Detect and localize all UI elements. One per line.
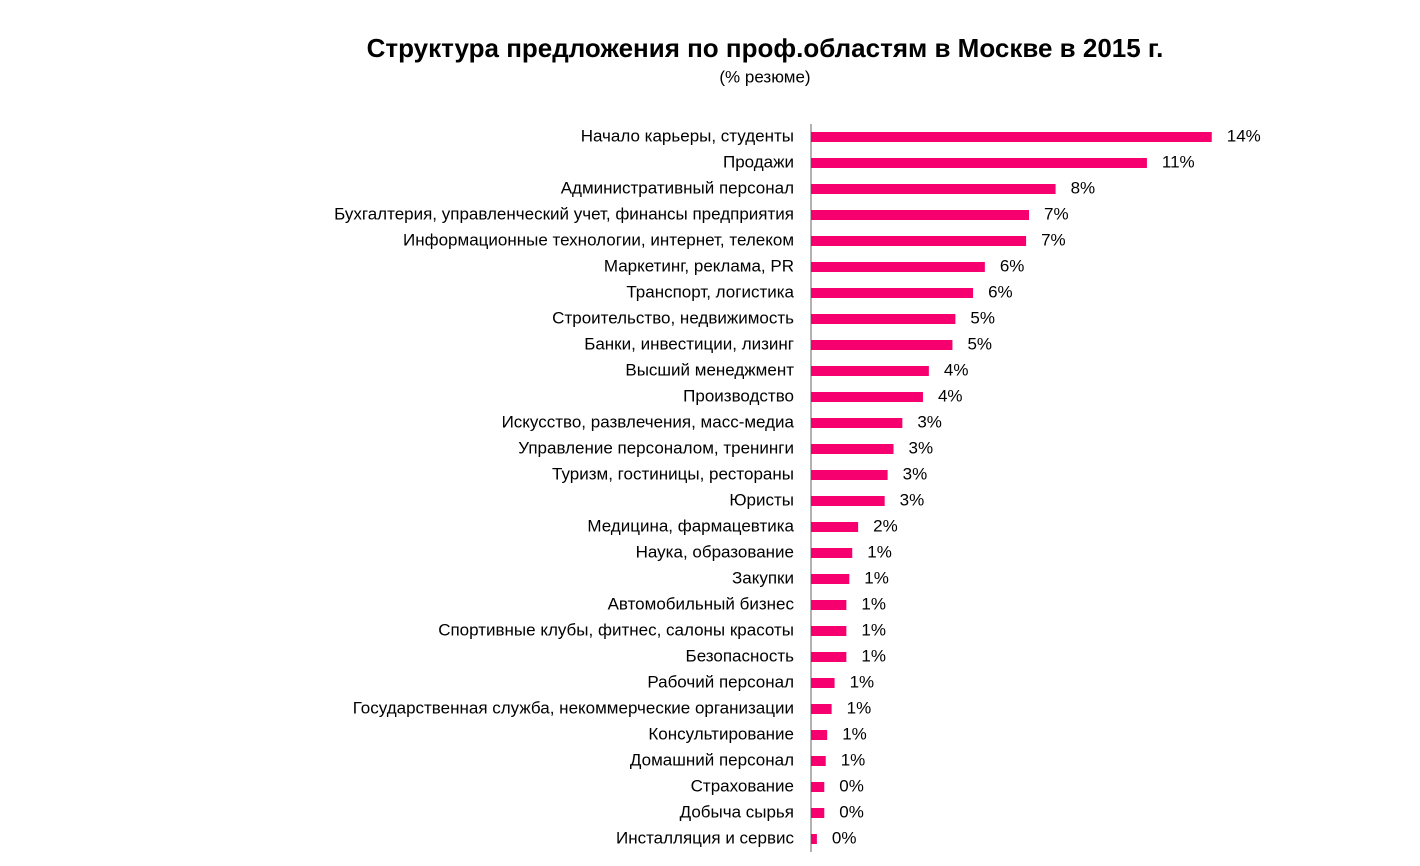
chart-title: Структура предложения по проф.областям в…: [367, 33, 1164, 63]
bar: [811, 834, 817, 844]
category-label: Наука, образование: [636, 542, 794, 561]
value-label: 14%: [1227, 126, 1261, 145]
category-label: Рабочий персонал: [647, 672, 794, 691]
value-label: 5%: [967, 334, 992, 353]
category-label: Спортивные клубы, фитнес, салоны красоты: [438, 620, 794, 639]
category-label: Информационные технологии, интернет, тел…: [403, 230, 794, 249]
bar: [811, 574, 850, 584]
category-label: Бухгалтерия, управленческий учет, финанс…: [334, 204, 794, 223]
category-label: Консультирование: [648, 724, 794, 743]
value-label: 1%: [861, 620, 886, 639]
bar: [811, 600, 847, 610]
category-label: Производство: [683, 386, 794, 405]
bar: [811, 236, 1027, 246]
bar: [811, 470, 888, 480]
bar: [811, 496, 885, 506]
value-label: 1%: [861, 594, 886, 613]
value-label: 3%: [917, 412, 942, 431]
value-label: 1%: [861, 646, 886, 665]
category-label: Транспорт, логистика: [626, 282, 794, 301]
bar: [811, 626, 847, 636]
value-label: 7%: [1044, 204, 1069, 223]
bar: [811, 730, 828, 740]
category-label: Государственная служба, некоммерческие о…: [353, 698, 794, 717]
category-label: Банки, инвестиции, лизинг: [584, 334, 794, 353]
bar: [811, 522, 859, 532]
value-label: 0%: [839, 776, 864, 795]
category-label: Административный персонал: [561, 178, 794, 197]
bar: [811, 782, 825, 792]
value-label: 1%: [841, 750, 866, 769]
category-label: Высший менеджмент: [625, 360, 794, 379]
value-label: 4%: [944, 360, 969, 379]
value-label: 4%: [938, 386, 963, 405]
bar: [811, 184, 1056, 194]
value-label: 1%: [847, 698, 872, 717]
bar: [811, 444, 894, 454]
value-label: 3%: [900, 490, 925, 509]
value-label: 7%: [1041, 230, 1066, 249]
bar: [811, 704, 832, 714]
value-label: 6%: [988, 282, 1013, 301]
chart-subtitle: (% резюме): [719, 67, 810, 86]
bar: [811, 262, 985, 272]
category-label: Добыча сырья: [680, 802, 794, 821]
category-label: Юристы: [729, 490, 794, 509]
category-label: Маркетинг, реклама, PR: [604, 256, 794, 275]
category-label: Продажи: [723, 152, 794, 171]
bar: [811, 314, 956, 324]
bar: [811, 158, 1147, 168]
value-label: 11%: [1162, 152, 1195, 171]
value-label: 1%: [864, 568, 889, 587]
bar: [811, 288, 974, 298]
category-label: Закупки: [732, 568, 794, 587]
category-label: Строительство, недвижимость: [552, 308, 794, 327]
value-label: 1%: [850, 672, 875, 691]
bar: [811, 340, 953, 350]
bar: [811, 418, 903, 428]
category-label: Туризм, гостиницы, рестораны: [552, 464, 794, 483]
value-label: 8%: [1071, 178, 1096, 197]
category-label: Домашний персонал: [630, 750, 794, 769]
bar: [811, 210, 1030, 220]
value-label: 1%: [842, 724, 867, 743]
category-label: Безопасность: [686, 646, 795, 665]
category-label: Искусство, развлечения, масс-медиа: [502, 412, 795, 431]
category-label: Страхование: [691, 776, 794, 795]
value-label: 0%: [839, 802, 864, 821]
bar: [811, 392, 923, 402]
value-label: 6%: [1000, 256, 1025, 275]
value-label: 3%: [909, 438, 934, 457]
category-label: Управление персоналом, тренинги: [518, 438, 794, 457]
bar: [811, 756, 826, 766]
value-label: 3%: [903, 464, 928, 483]
bar: [811, 132, 1212, 142]
bar: [811, 678, 835, 688]
bar: [811, 366, 929, 376]
category-label: Медицина, фармацевтика: [587, 516, 794, 535]
category-label: Начало карьеры, студенты: [581, 126, 794, 145]
bar: [811, 548, 853, 558]
value-label: 1%: [867, 542, 892, 561]
bar: [811, 652, 847, 662]
category-label: Инсталляция и сервис: [616, 828, 795, 847]
value-label: 0%: [832, 828, 857, 847]
bar: [811, 808, 825, 818]
value-label: 5%: [970, 308, 995, 327]
category-label: Автомобильный бизнес: [608, 594, 795, 613]
value-label: 2%: [873, 516, 898, 535]
